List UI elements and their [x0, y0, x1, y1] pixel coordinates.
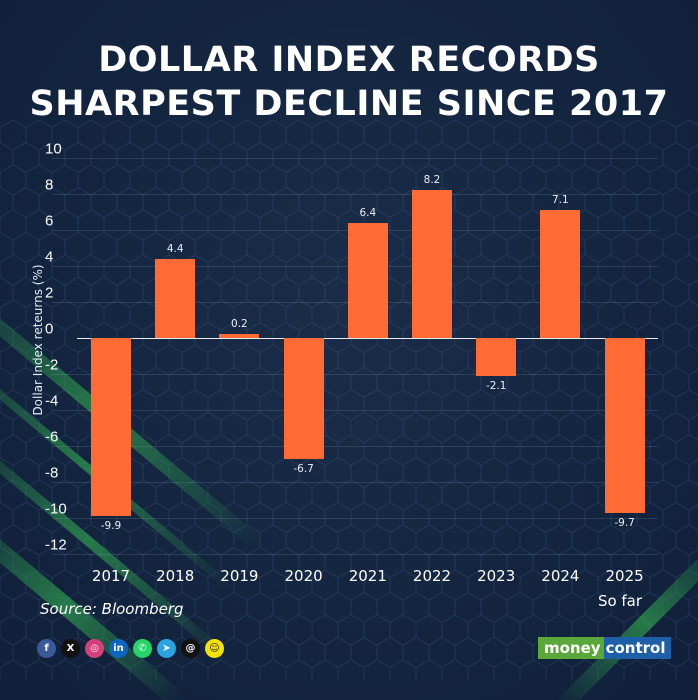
whatsapp-icon[interactable]: ✆ — [133, 639, 152, 658]
snapchat-icon[interactable]: ☺ — [205, 639, 224, 658]
source-credit: Source: Bloomberg — [40, 600, 184, 618]
x-axis-note-so-far: So far — [597, 592, 643, 610]
bar-2025 — [604, 338, 645, 513]
bar-2019 — [219, 334, 260, 338]
gridline — [52, 374, 658, 375]
social-icons-row: f X ◎ in ✆ ➤ @ ☺ — [37, 639, 224, 658]
bar-value-label: 4.4 — [166, 242, 184, 255]
bar-value-label: 7.1 — [552, 194, 569, 207]
bar-2022 — [412, 190, 452, 338]
y-tick-label: 0 — [45, 320, 54, 338]
y-tick-label: 6 — [45, 212, 54, 230]
logo-part-money: money — [538, 637, 604, 659]
bar-2024 — [540, 210, 581, 338]
title-line-2: SHARPEST DECLINE SINCE 2017 — [29, 84, 669, 124]
bar-value-label: 0.2 — [231, 318, 248, 331]
y-tick-label: 10 — [45, 140, 62, 158]
x-icon[interactable]: X — [61, 639, 80, 658]
threads-icon[interactable]: @ — [181, 639, 200, 658]
gridline — [52, 554, 658, 555]
bar-value-label: -9.9 — [100, 520, 122, 533]
chart-title: DOLLAR INDEX RECORDS SHARPEST DECLINE SI… — [0, 38, 698, 126]
y-tick-label: -12 — [45, 536, 67, 554]
bar-value-label: 6.4 — [359, 206, 377, 219]
bar-value-label: 8.2 — [423, 174, 441, 187]
x-tick-label: 2025 — [605, 567, 644, 585]
bar-value-label: -2.1 — [485, 379, 507, 392]
bar-2020 — [283, 338, 324, 459]
bar-2018 — [155, 258, 196, 338]
zero-baseline — [77, 338, 658, 339]
gridline — [52, 194, 658, 195]
y-tick-label: 4 — [45, 248, 54, 266]
title-line-1: DOLLAR INDEX RECORDS — [98, 40, 600, 80]
y-tick-label: -8 — [45, 464, 59, 482]
y-tick-label: -2 — [45, 356, 59, 374]
x-tick-label: 2021 — [348, 567, 387, 585]
x-tick-label: 2023 — [477, 567, 516, 585]
instagram-icon[interactable]: ◎ — [85, 639, 104, 658]
gridline — [52, 518, 658, 519]
x-tick-label: 2019 — [220, 567, 259, 585]
x-tick-label: 2018 — [156, 567, 195, 585]
moneycontrol-logo: money control — [538, 637, 672, 659]
linkedin-icon[interactable]: in — [109, 639, 128, 658]
y-tick-label: -4 — [45, 392, 59, 410]
bar-2017 — [91, 338, 131, 517]
x-tick-label: 2024 — [541, 567, 580, 585]
x-tick-label: 2022 — [412, 567, 452, 585]
y-tick-label: 2 — [45, 284, 54, 302]
bar-value-label: -6.7 — [293, 462, 314, 475]
bar-2021 — [347, 222, 388, 338]
x-tick-label: 2020 — [284, 567, 323, 585]
facebook-icon[interactable]: f — [37, 639, 56, 658]
x-tick-label: 2017 — [91, 567, 131, 585]
gridline — [52, 410, 658, 411]
logo-part-control: control — [603, 637, 672, 659]
y-axis-label: Dollar Index reteurns (%) — [31, 264, 45, 416]
telegram-icon[interactable]: ➤ — [157, 639, 176, 658]
gridline — [52, 446, 658, 447]
y-tick-label: -10 — [45, 500, 67, 518]
y-tick-label: -6 — [45, 428, 59, 446]
bar-value-label: -9.7 — [614, 516, 635, 529]
y-tick-label: 8 — [45, 176, 54, 194]
gridline — [52, 482, 658, 483]
gridline — [52, 158, 658, 159]
bar-2023 — [476, 338, 517, 376]
